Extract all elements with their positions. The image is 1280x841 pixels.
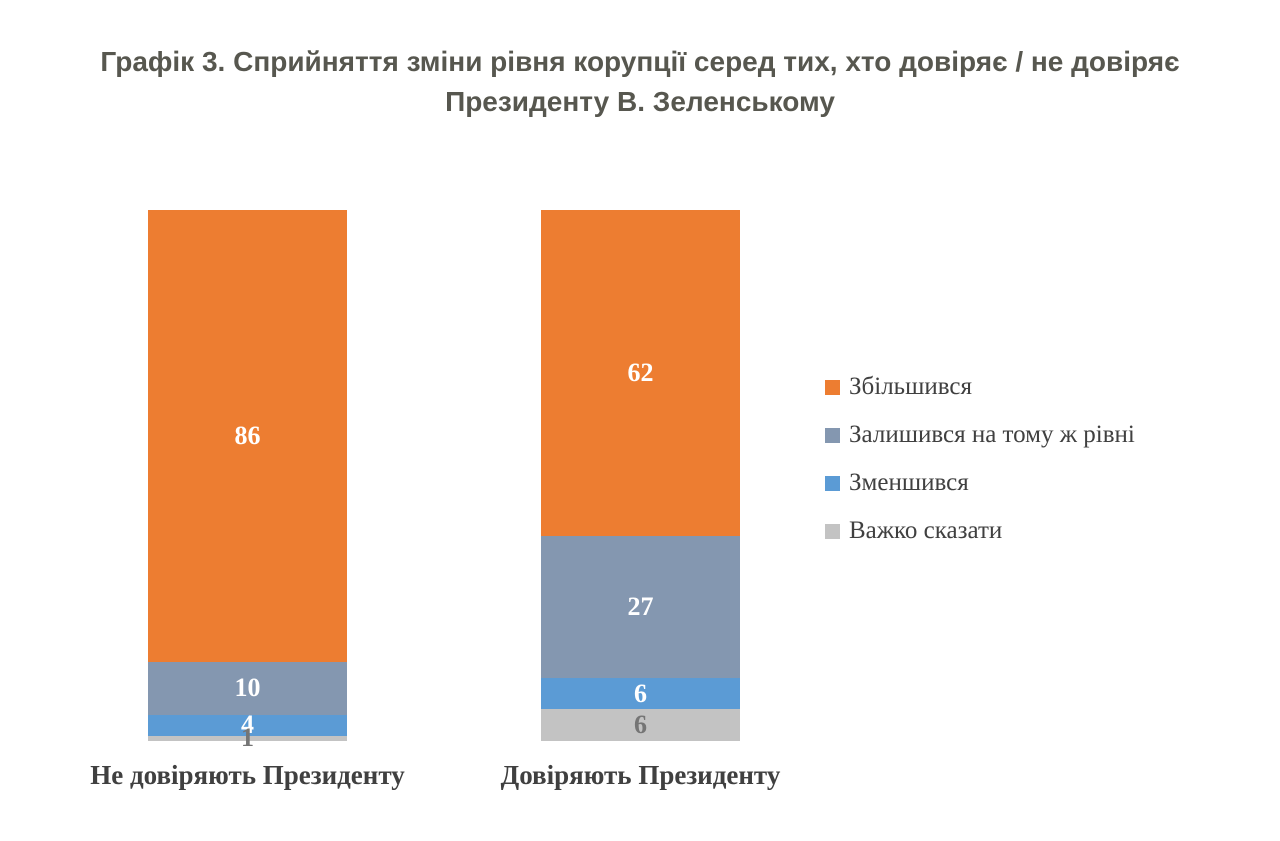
data-label: 86 [234, 421, 261, 451]
bar-segment [148, 735, 347, 741]
data-label: 6 [634, 678, 647, 708]
legend-label: Збільшився [849, 373, 972, 400]
legend-item: Залишився на тому ж рівні [825, 420, 1135, 450]
legend-label: Залишився на тому ж рівні [849, 421, 1135, 448]
category-axis-label: Не довіряють Президенту [90, 760, 405, 790]
stacked-bar: 86 10 4 1 [148, 210, 347, 751]
legend-swatch-icon [825, 476, 840, 491]
legend-swatch-icon [825, 524, 840, 539]
legend: Збільшився Залишився на тому ж рівні Зменш… [825, 372, 1135, 564]
data-label: 6 [634, 710, 647, 740]
data-label: 10 [234, 673, 261, 703]
bar-segment [541, 677, 740, 710]
bar-segment [148, 662, 347, 715]
legend-swatch-icon [825, 380, 840, 395]
category-axis-label: Довіряють Президенту [500, 760, 781, 790]
data-label: 27 [627, 591, 654, 621]
data-label: 62 [627, 357, 654, 387]
bar-segment [541, 535, 740, 678]
legend-item: Зменшився [825, 468, 1135, 498]
bar-segment [148, 714, 347, 736]
legend-label: Зменшився [849, 469, 969, 496]
bar-segment [541, 210, 740, 536]
chart-title: Графік 3. Сприйняття зміни рівня корупці… [100, 46, 1180, 117]
bar-segment [148, 210, 347, 663]
legend-label: Важко сказати [849, 517, 1003, 544]
data-label: 1 [241, 723, 254, 753]
legend-swatch-icon [825, 428, 840, 443]
legend-item: Збільшився [825, 372, 1135, 402]
data-label: 4 [241, 710, 254, 740]
bar-segment [541, 709, 740, 741]
stacked-bar: 62 27 6 6 [541, 210, 740, 741]
legend-item: Важко сказати [825, 516, 1135, 546]
